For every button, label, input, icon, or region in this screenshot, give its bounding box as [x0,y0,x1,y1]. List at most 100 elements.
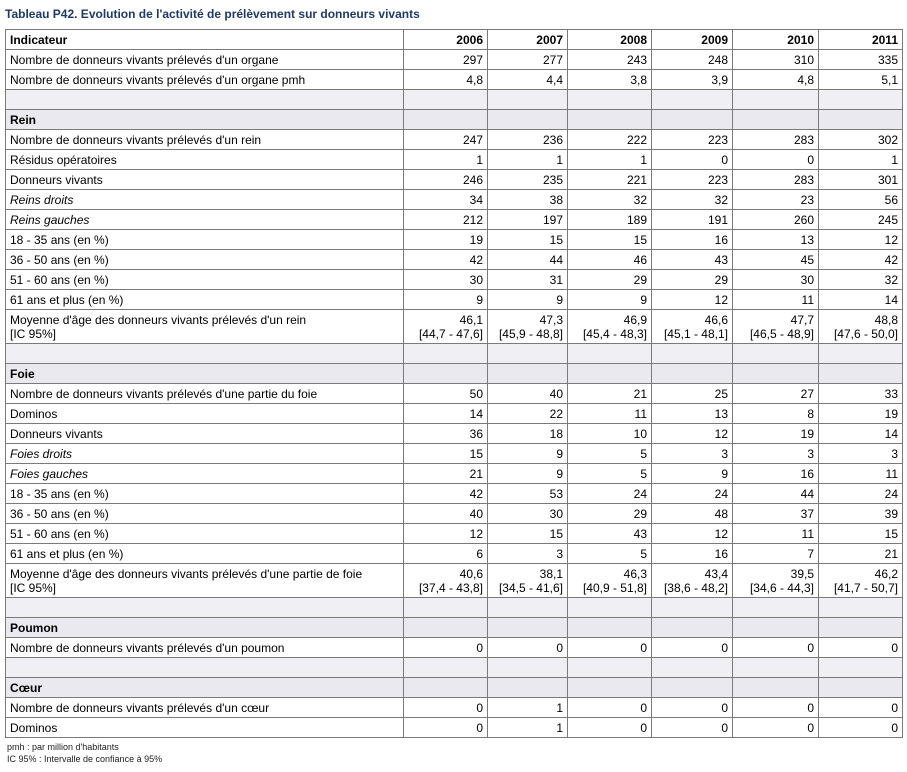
mean-value: 46,3 [623,566,647,581]
header-year: 2011 [818,29,903,50]
footnotes: pmh : par million d'habitants IC 95% : I… [7,741,162,765]
value-cell: 46,9 [45,4 - 48,3] [567,309,652,344]
row-label: 36 - 50 ans (en %) [5,503,404,524]
value-cell: 39,5 [34,6 - 44,3] [732,563,819,598]
empty-cell [5,343,404,364]
row-label-main: Moyenne d'âge des donneurs vivants préle… [10,312,307,327]
value-cell: 38,1 [34,5 - 41,6] [487,563,568,598]
value-cell: 212 [403,209,488,230]
value-cell: 222 [567,129,652,150]
value-cell: 283 [732,129,819,150]
table-row: Nombre de donneurs vivants prélevés d'un… [5,383,903,404]
value-cell: 11 [567,403,652,424]
empty-cell [651,657,733,678]
value-cell: 21 [818,543,903,564]
value-cell: 9 [487,289,568,310]
value-cell: 235 [487,169,568,190]
value-cell: 46,2 [41,7 - 50,7] [818,563,903,598]
value-cell: 40 [487,383,568,404]
value-cell: 4,8 [403,69,488,90]
value-cell: 243 [567,49,652,70]
value-cell: 12 [403,523,488,544]
table-row: 61 ans et plus (en %) 6 3 5 16 7 21 [5,543,903,564]
empty-cell [818,363,903,384]
value-cell: 14 [818,423,903,444]
value-cell: 0 [651,637,733,658]
row-label: Nombre de donneurs vivants prélevés d'un… [5,69,404,90]
empty-cell [651,597,733,618]
header-year: 2008 [567,29,652,50]
value-cell: 0 [732,717,819,738]
row-label: Dominos [5,717,404,738]
empty-cell [651,109,733,130]
value-cell: 335 [818,49,903,70]
ci-value: [37,4 - 43,8] [418,580,483,595]
value-cell: 11 [818,463,903,484]
ci-value: [34,5 - 41,6] [498,580,563,595]
value-cell: 5 [567,443,652,464]
ci-value: [38,6 - 48,2] [663,580,728,595]
empty-cell [818,597,903,618]
value-cell: 0 [732,149,819,170]
value-cell: 0 [403,637,488,658]
value-cell: 3 [651,443,733,464]
value-cell: 0 [403,717,488,738]
mean-value: 47,3 [539,312,563,327]
empty-cell [818,657,903,678]
row-label: 36 - 50 ans (en %) [5,249,404,270]
value-cell: 12 [818,229,903,250]
ci-value: [45,9 - 48,8] [498,326,563,341]
value-cell: 18 [487,423,568,444]
empty-cell [567,89,652,110]
empty-cell [567,363,652,384]
table-row: Foies gauches 21 9 5 9 16 11 [5,463,903,484]
value-cell: 0 [487,637,568,658]
value-cell: 0 [732,697,819,718]
value-cell: 9 [487,463,568,484]
value-cell: 197 [487,209,568,230]
row-label: Reins droits [5,189,404,210]
value-cell: 14 [403,403,488,424]
value-cell: 38 [487,189,568,210]
row-label: Nombre de donneurs vivants prélevés d'un… [5,129,404,150]
empty-cell [732,677,819,698]
value-cell: 0 [818,697,903,718]
value-cell: 3 [487,543,568,564]
empty-cell [567,109,652,130]
value-cell: 223 [651,169,733,190]
empty-cell [732,109,819,130]
value-cell: 43 [567,523,652,544]
value-cell: 277 [487,49,568,70]
value-cell: 302 [818,129,903,150]
empty-cell [651,89,733,110]
empty-cell [487,89,568,110]
header-year: 2010 [732,29,819,50]
value-cell: 21 [403,463,488,484]
value-cell: 3,8 [567,69,652,90]
value-cell: 27 [732,383,819,404]
row-label: Nombre de donneurs vivants prélevés d'un… [5,49,404,70]
value-cell: 189 [567,209,652,230]
header-year: 2007 [487,29,568,50]
table-row: Nombre de donneurs vivants prélevés d'un… [5,49,903,70]
value-cell: 9 [403,289,488,310]
empty-cell [818,89,903,110]
value-cell: 283 [732,169,819,190]
value-cell: 15 [487,229,568,250]
empty-cell [403,657,488,678]
table-row: Nombre de donneurs vivants prélevés d'un… [5,69,903,90]
value-cell: 40,6 [37,4 - 43,8] [403,563,488,598]
section-row: Cœur [5,677,903,698]
value-cell: 3 [732,443,819,464]
value-cell: 248 [651,49,733,70]
section-row: Rein [5,109,903,130]
table-row: Foies droits 15 9 5 3 3 3 [5,443,903,464]
spacer-row [5,597,903,618]
value-cell: 53 [487,483,568,504]
value-cell: 223 [651,129,733,150]
empty-cell [732,597,819,618]
table-row: 18 - 35 ans (en %) 42 53 24 24 44 24 [5,483,903,504]
value-cell: 39 [818,503,903,524]
table-row: 36 - 50 ans (en %) 42 44 46 43 45 42 [5,249,903,270]
empty-cell [487,363,568,384]
